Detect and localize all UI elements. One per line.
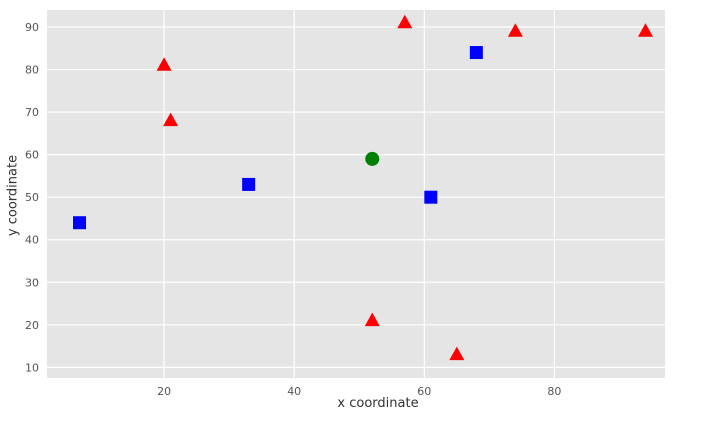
x-tick-label: 20: [157, 385, 171, 398]
x-tick-label: 40: [287, 385, 301, 398]
y-tick-label: 10: [25, 361, 39, 374]
y-tick-label: 30: [25, 276, 39, 289]
scatter-point-red-triangles: [637, 23, 653, 37]
scatter-point-red-triangles: [364, 312, 380, 327]
scatter-point-red-triangles: [507, 23, 523, 37]
y-tick-label: 80: [25, 64, 39, 77]
scatter-point-red-triangles: [163, 112, 179, 127]
y-tick-label: 40: [25, 234, 39, 247]
y-axis-label: y coordinate: [5, 154, 21, 237]
y-tick-label: 50: [25, 191, 39, 204]
scatter-point-blue-squares: [424, 190, 438, 204]
x-axis-label: x coordinate: [337, 396, 419, 411]
y-tick-label: 20: [25, 319, 39, 332]
scatter-point-blue-squares: [469, 46, 483, 60]
scatter-point-red-triangles: [449, 346, 465, 361]
scatter-point-blue-squares: [242, 177, 256, 191]
y-tick-label: 70: [25, 106, 39, 119]
scatter-point-red-triangles: [397, 14, 413, 29]
scatter-point-green-circle: [365, 151, 380, 166]
scatter-point-blue-squares: [73, 216, 87, 230]
y-tick-label: 60: [25, 149, 39, 162]
x-tick-label: 60: [417, 385, 431, 398]
y-tick-label: 90: [25, 21, 39, 34]
scatter-point-red-triangles: [156, 57, 172, 71]
plot-area: [47, 10, 665, 378]
x-tick-label: 80: [547, 385, 561, 398]
